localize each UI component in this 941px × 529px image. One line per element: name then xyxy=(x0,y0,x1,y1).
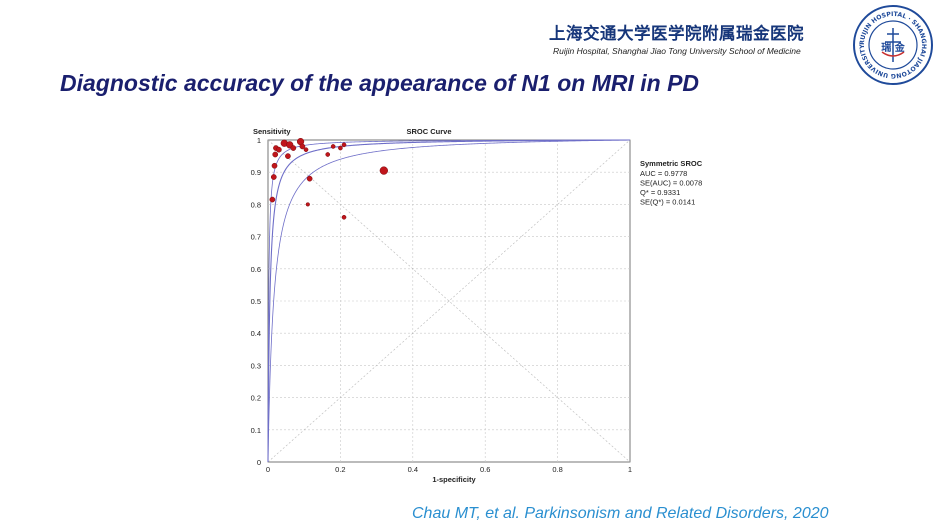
study-point xyxy=(379,166,388,175)
study-point xyxy=(276,146,282,153)
x-tick-label: 0.6 xyxy=(480,465,490,474)
stats-line: SE(AUC) = 0.0078 xyxy=(640,179,702,188)
chart-title: SROC Curve xyxy=(406,127,451,136)
hospital-name-chinese: 上海交通大学医学院附属瑞金医院 xyxy=(549,24,804,43)
stats-heading: Symmetric SROC xyxy=(640,159,703,168)
study-point xyxy=(290,145,297,151)
study-point xyxy=(272,151,279,158)
y-tick-label: 0.5 xyxy=(251,297,261,306)
y-tick-label: 0.1 xyxy=(251,426,261,435)
study-point xyxy=(341,142,347,148)
stats-line: Q* = 0.9331 xyxy=(640,188,680,197)
seal-center-text: 瑞 金 xyxy=(881,41,905,54)
x-tick-label: 1 xyxy=(628,465,632,474)
x-axis-label: 1-specificity xyxy=(432,475,476,484)
study-point xyxy=(325,152,331,157)
study-point xyxy=(341,214,347,220)
study-point xyxy=(303,147,309,152)
y-tick-label: 0.6 xyxy=(251,265,261,274)
study-point xyxy=(305,202,310,207)
y-tick-label: 0 xyxy=(257,458,261,467)
study-point xyxy=(271,162,278,169)
y-tick-label: 0.3 xyxy=(251,361,261,370)
y-tick-label: 0.4 xyxy=(251,329,261,338)
y-tick-label: 0.2 xyxy=(251,394,261,403)
study-point xyxy=(299,143,306,150)
study-point xyxy=(270,174,277,180)
sroc-lower-band xyxy=(267,139,631,462)
slide-title: Diagnostic accuracy of the appearance of… xyxy=(60,70,700,96)
y-tick-label: 1 xyxy=(257,136,261,145)
y-tick-label: 0.9 xyxy=(251,168,261,177)
study-point xyxy=(269,196,276,203)
citation: Chau MT, et al. Parkinsonism and Related… xyxy=(412,505,829,522)
stats-line: SE(Q*) = 0.0141 xyxy=(640,198,695,207)
x-tick-label: 0.2 xyxy=(335,465,345,474)
x-tick-label: 0.8 xyxy=(552,465,562,474)
chance-diagonal xyxy=(267,139,631,463)
y-axis-label: Sensitivity xyxy=(253,127,291,136)
x-tick-label: 0 xyxy=(266,465,270,474)
sroc-curve xyxy=(267,139,631,462)
symmetry-diagonal xyxy=(267,139,631,463)
stats-line: AUC = 0.9778 xyxy=(640,169,687,178)
study-point xyxy=(330,144,336,149)
y-tick-label: 0.8 xyxy=(251,200,261,209)
hospital-name-english: Ruijin Hospital, Shanghai Jiao Tong Univ… xyxy=(553,46,801,56)
y-tick-label: 0.7 xyxy=(251,233,261,242)
study-point xyxy=(285,153,291,159)
study-point xyxy=(338,145,343,151)
x-tick-label: 0.4 xyxy=(408,465,418,474)
ruijin-hospital-seal-icon: RUIJIN HOSPITAL · SHANGHAI JIAOTONG UNIV… xyxy=(853,5,933,85)
study-point xyxy=(306,175,313,182)
